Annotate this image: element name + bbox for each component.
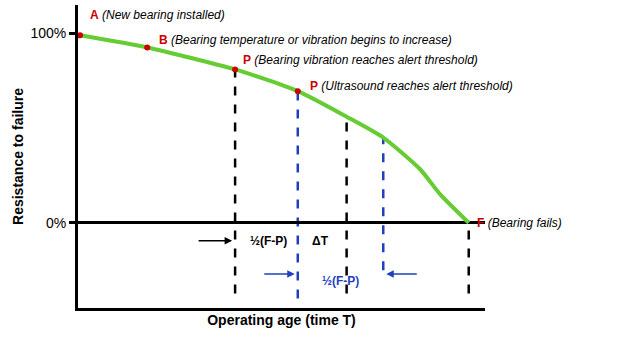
svg-text:100%: 100% (30, 25, 66, 41)
svg-text:Resistance to failure: Resistance to failure (10, 88, 26, 225)
svg-text:0%: 0% (46, 215, 66, 231)
svg-text:Operating age (time T): Operating age (time T) (207, 312, 356, 328)
svg-text:B (Bearing temperature or vibr: B (Bearing temperature or vibration begi… (159, 33, 452, 47)
svg-text:ΔT: ΔT (312, 234, 329, 248)
svg-text:½(F-P): ½(F-P) (250, 234, 287, 248)
svg-text:P (Bearing vibration reaches a: P (Bearing vibration reaches alert thres… (243, 53, 478, 67)
svg-text:P (Ultrasound reaches alert th: P (Ultrasound reaches alert threshold) (310, 79, 513, 93)
svg-text:½(F-P): ½(F-P) (322, 274, 359, 288)
svg-text:F (Bearing fails): F (Bearing fails) (477, 216, 562, 230)
svg-text:A (New bearing installed): A (New bearing installed) (90, 8, 225, 22)
